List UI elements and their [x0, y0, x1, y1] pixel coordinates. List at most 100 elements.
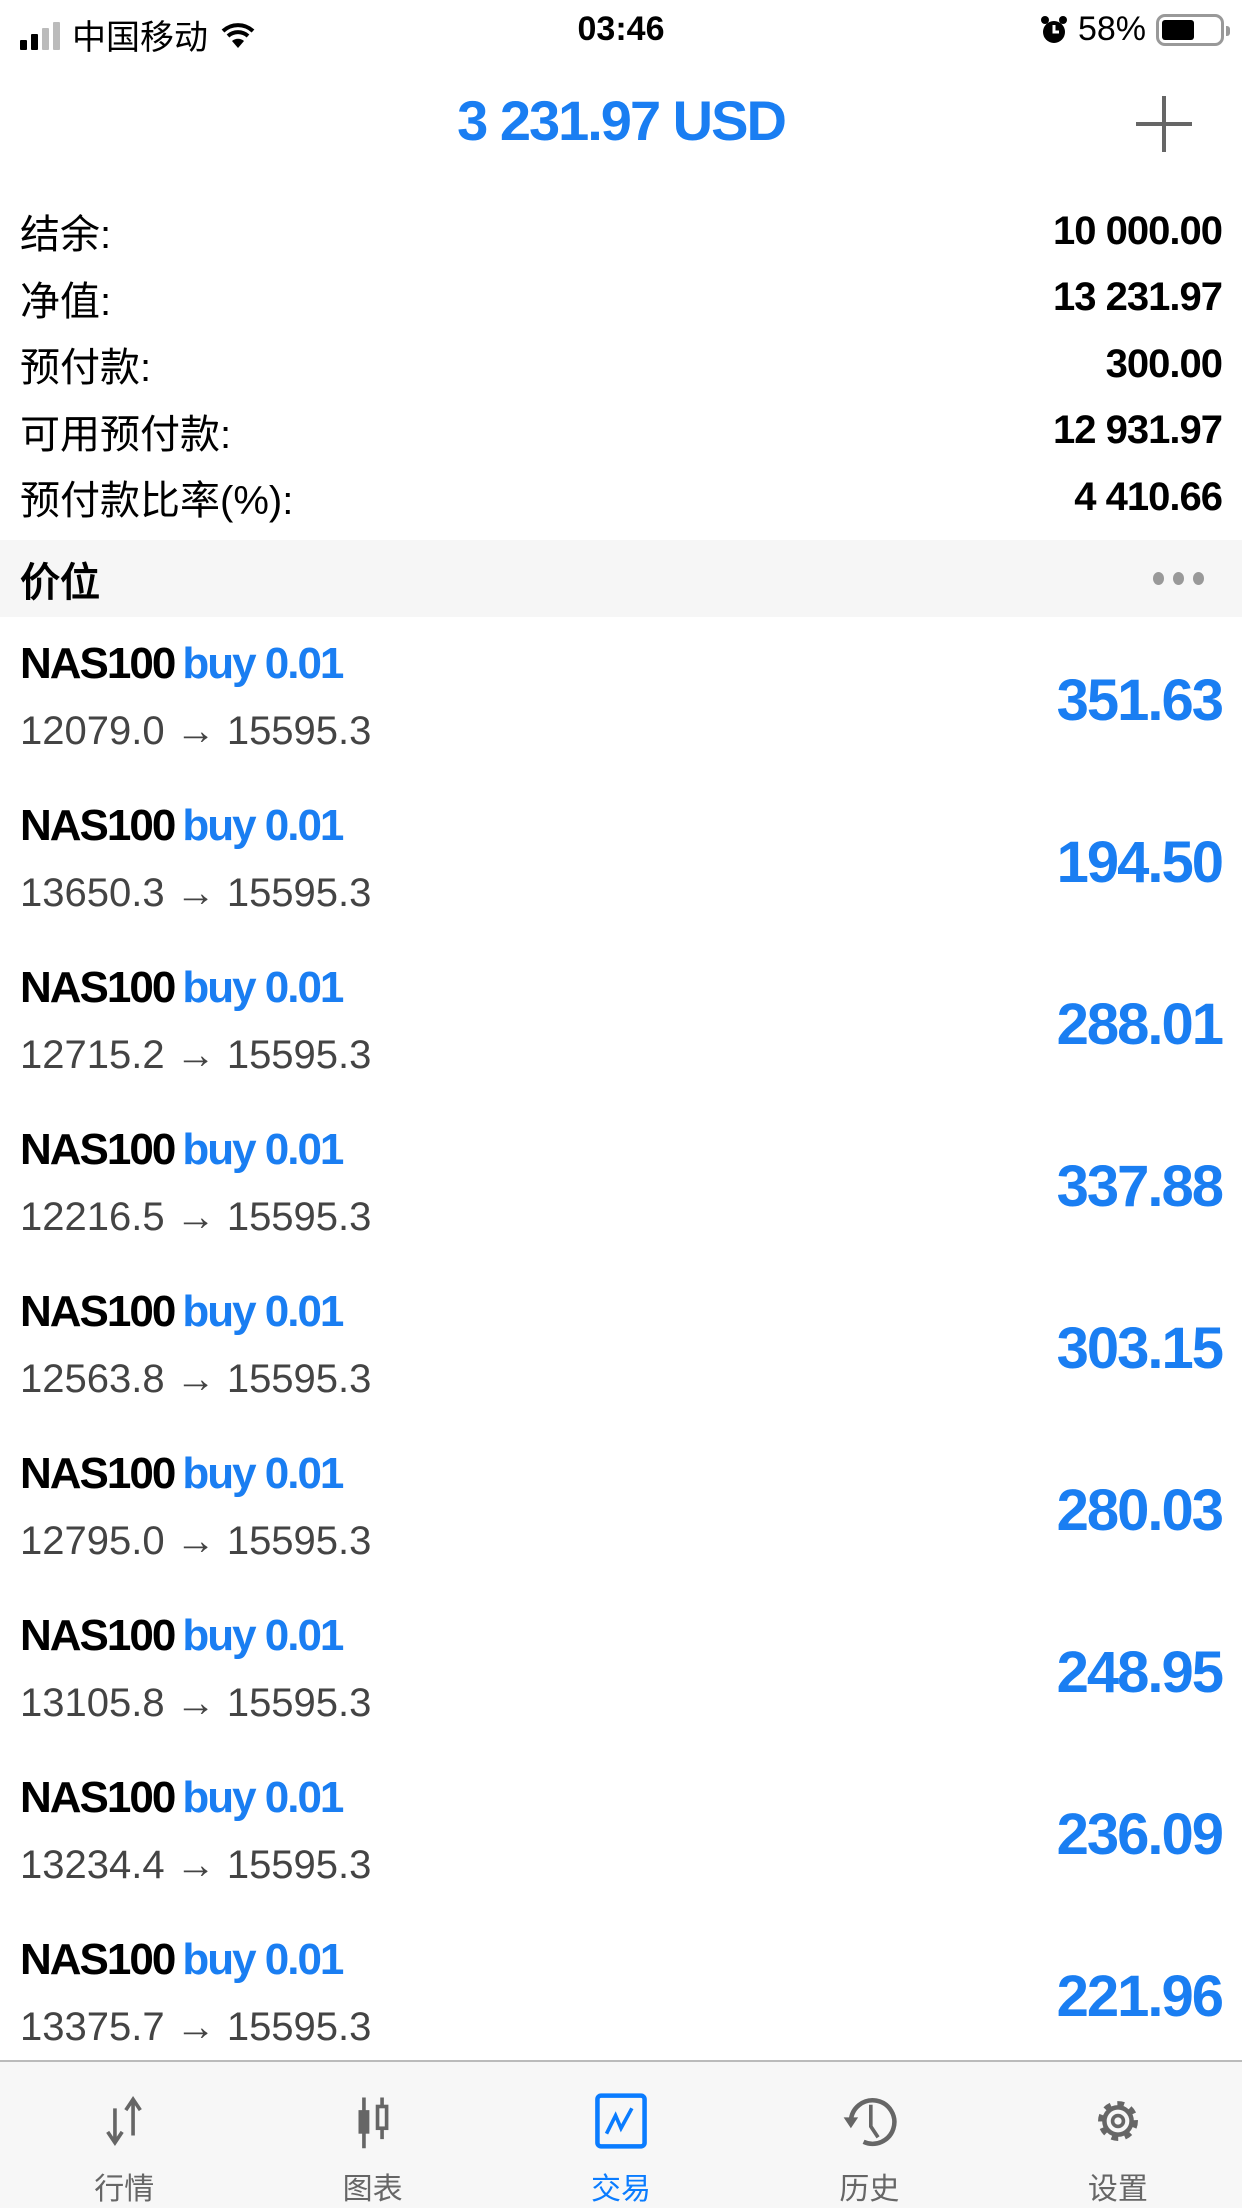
tab-label: 行情	[94, 2173, 155, 2206]
summary-row-margin-level: 预付款比率(%): 4 410.66	[0, 464, 1242, 531]
summary-row-free-margin: 可用预付款: 12 931.97	[0, 398, 1242, 465]
status-bar: 中国移动 03:46 58%	[0, 0, 1242, 62]
tab-label: 历史	[839, 2173, 900, 2206]
position-symbol: NAS100	[20, 1935, 176, 1984]
candlestick-chart-icon	[358, 2097, 389, 2149]
summary-value: 13 231.97	[1053, 275, 1223, 320]
position-profit: 303.15	[1056, 1316, 1224, 1381]
tab-history[interactable]: 历史	[745, 2062, 993, 2208]
summary-label: 预付款比率(%):	[20, 479, 294, 524]
tab-label: 交易	[591, 2173, 652, 2206]
position-row[interactable]: NAS100 buy 0.01 13375.7 → 15595.3 221.96	[0, 1913, 1242, 2075]
position-prices: 13650.3 → 15595.3	[20, 871, 372, 915]
position-prices: 12795.0 → 15595.3	[20, 1519, 372, 1563]
position-row[interactable]: NAS100 buy 0.01 13105.8 → 15595.3 248.95	[0, 1589, 1242, 1751]
position-profit: 194.50	[1056, 830, 1224, 895]
summary-row-balance: 结余: 10 000.00	[0, 198, 1242, 265]
position-title: NAS100 buy 0.01	[20, 1449, 344, 1499]
summary-value: 4 410.66	[1074, 474, 1223, 519]
position-title: NAS100 buy 0.01	[20, 963, 344, 1013]
tab-settings[interactable]: 设置	[994, 2062, 1242, 2208]
position-prices: 12216.5 → 15595.3	[20, 1195, 372, 1239]
position-title: NAS100 buy 0.01	[20, 801, 344, 851]
position-row[interactable]: NAS100 buy 0.01 12795.0 → 15595.3 280.03	[0, 1427, 1242, 1589]
position-type: buy 0.01	[182, 1935, 344, 1984]
position-row[interactable]: NAS100 buy 0.01 13234.4 → 15595.3 236.09	[0, 1751, 1242, 1913]
position-symbol: NAS100	[20, 1287, 176, 1336]
summary-label: 可用预付款:	[20, 412, 232, 457]
positions-list: NAS100 buy 0.01 12079.0 → 15595.3 351.63 N…	[0, 617, 1242, 2075]
position-type: buy 0.01	[182, 1449, 344, 1498]
position-profit: 236.09	[1056, 1802, 1224, 1867]
tab-label: 图表	[342, 2173, 403, 2206]
position-row[interactable]: NAS100 buy 0.01 12079.0 → 15595.3 351.63	[0, 617, 1242, 779]
position-prices: 12563.8 → 15595.3	[20, 1357, 372, 1401]
tab-trade[interactable]: 交易	[497, 2062, 745, 2208]
clock: 03:46	[577, 10, 665, 48]
position-type: buy 0.01	[182, 1125, 344, 1174]
summary-row-margin: 预付款: 300.00	[0, 331, 1242, 398]
position-type: buy 0.01	[182, 801, 344, 850]
tab-quotes[interactable]: 行情	[0, 2062, 248, 2208]
gear-icon	[1097, 2101, 1138, 2141]
summary-row-equity: 净值: 13 231.97	[0, 265, 1242, 332]
alarm-icon	[1040, 15, 1067, 43]
position-symbol: NAS100	[20, 963, 176, 1012]
position-row[interactable]: NAS100 buy 0.01 12563.8 → 15595.3 303.15	[0, 1265, 1242, 1427]
position-row[interactable]: NAS100 buy 0.01 12715.2 → 15595.3 288.01	[0, 941, 1242, 1103]
position-symbol: NAS100	[20, 1611, 176, 1660]
position-title: NAS100 buy 0.01	[20, 639, 344, 689]
position-type: buy 0.01	[182, 1773, 344, 1822]
position-title: NAS100 buy 0.01	[20, 1287, 344, 1337]
history-clock-icon	[844, 2098, 897, 2147]
position-profit: 280.03	[1056, 1478, 1224, 1543]
positions-section-header: 价位	[0, 540, 1242, 617]
position-prices: 12715.2 → 15595.3	[20, 1033, 372, 1077]
position-row[interactable]: NAS100 buy 0.01 13650.3 → 15595.3 194.50	[0, 779, 1242, 941]
position-title: NAS100 buy 0.01	[20, 1935, 344, 1985]
position-profit: 221.96	[1056, 1964, 1224, 2029]
trade-chart-icon	[595, 2093, 647, 2149]
summary-label: 净值:	[20, 279, 112, 324]
position-title: NAS100 buy 0.01	[20, 1611, 344, 1661]
account-summary: 结余: 10 000.00 净值: 13 231.97 预付款: 300.00 可用预…	[0, 198, 1242, 531]
position-symbol: NAS100	[20, 1125, 176, 1174]
signal-icon	[20, 20, 60, 50]
position-prices: 13234.4 → 15595.3	[20, 1843, 372, 1887]
more-dots-icon[interactable]	[1153, 572, 1204, 585]
tab-bar: 行情 图表 交易 历史 设置	[0, 2060, 1242, 2208]
position-profit: 351.63	[1056, 668, 1224, 733]
position-title: NAS100 buy 0.01	[20, 1773, 344, 1823]
position-type: buy 0.01	[182, 963, 344, 1012]
battery-percent: 58%	[1077, 10, 1146, 48]
carrier: 中国移动	[72, 19, 208, 57]
summary-label: 预付款:	[20, 346, 152, 391]
position-profit: 337.88	[1056, 1154, 1224, 1219]
position-prices: 13105.8 → 15595.3	[20, 1681, 372, 1725]
battery-icon	[1156, 13, 1230, 46]
summary-value: 12 931.97	[1053, 408, 1223, 453]
position-prices: 12079.0 → 15595.3	[20, 709, 372, 753]
position-symbol: NAS100	[20, 1449, 176, 1498]
section-title: 价位	[20, 560, 100, 605]
position-type: buy 0.01	[182, 1611, 344, 1660]
position-title: NAS100 buy 0.01	[20, 1125, 344, 1175]
position-symbol: NAS100	[20, 1773, 176, 1822]
position-symbol: NAS100	[20, 801, 176, 850]
position-row[interactable]: NAS100 buy 0.01 12216.5 → 15595.3 337.88	[0, 1103, 1242, 1265]
position-prices: 13375.7 → 15595.3	[20, 2005, 372, 2049]
summary-value: 300.00	[1105, 341, 1223, 386]
position-symbol: NAS100	[20, 639, 176, 688]
summary-value: 10 000.00	[1053, 208, 1223, 253]
tab-chart[interactable]: 图表	[248, 2062, 496, 2208]
wifi-icon	[221, 22, 255, 48]
summary-label: 结余:	[20, 213, 112, 258]
quotes-arrows-icon	[106, 2095, 143, 2147]
plus-icon[interactable]	[1136, 96, 1192, 152]
position-profit: 288.01	[1056, 992, 1224, 1057]
account-profit-title: 3 231.97 USD	[457, 89, 787, 152]
tab-label: 设置	[1087, 2173, 1148, 2206]
position-type: buy 0.01	[182, 1287, 344, 1336]
position-profit: 248.95	[1056, 1640, 1224, 1705]
position-type: buy 0.01	[182, 639, 344, 688]
